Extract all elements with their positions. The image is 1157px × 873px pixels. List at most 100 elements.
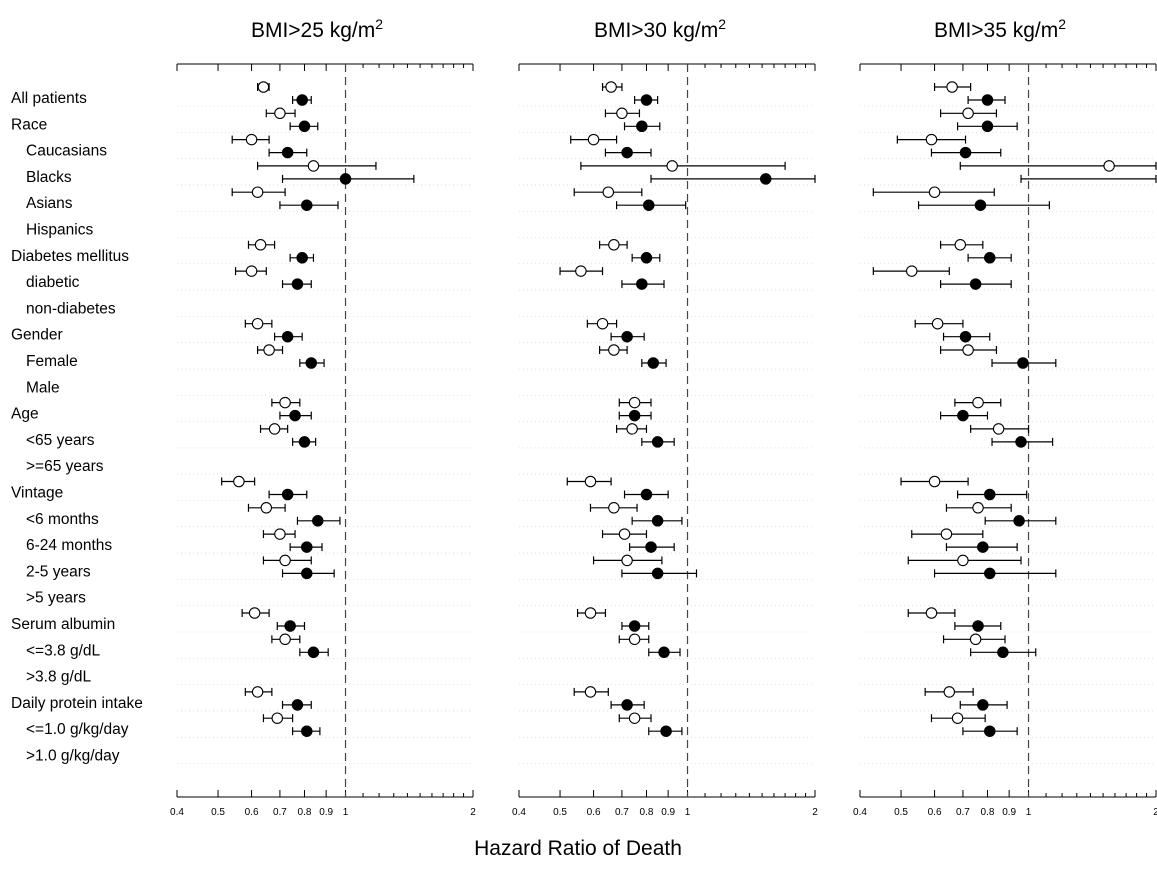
filled-estimate-point	[640, 252, 653, 264]
filled-estimate-point	[1017, 357, 1029, 369]
row-label-6-months: <6 months	[26, 511, 99, 528]
row-label-hispanics: Hispanics	[26, 222, 93, 239]
filled-estimate-point	[977, 699, 989, 711]
open-estimate-point	[951, 712, 964, 724]
open-estimate-point	[233, 475, 245, 488]
row-label-caucasians: Caucasians	[26, 143, 107, 160]
open-estimate-point	[962, 344, 974, 356]
open-estimate-point	[268, 423, 281, 435]
tick-label-1: 1	[343, 807, 349, 818]
tick-label-0-5: 0.5	[553, 807, 567, 818]
open-estimate-point	[954, 239, 967, 251]
open-estimate-point	[608, 344, 620, 356]
panel-title: BMI>30 kg/m2	[594, 16, 726, 42]
tick-label-0-4: 0.4	[853, 807, 867, 818]
panel-title-main: BMI>35 kg/m	[934, 19, 1058, 42]
tick-label-0-8: 0.8	[298, 807, 312, 818]
open-estimate-point	[245, 265, 258, 277]
filled-estimate-point	[312, 515, 324, 527]
panel-title: BMI>25 kg/m2	[251, 16, 383, 42]
filled-estimate-point	[647, 357, 660, 369]
panel-1: BMI>25 kg/m20.4 0.5 0.6 0.7 0.8 0.9 1 2	[170, 16, 476, 818]
row-label-serum-albumin: Serum albumin	[11, 616, 115, 633]
tick-label-0-6: 0.6	[928, 807, 942, 818]
panel-title-superscript: 2	[1058, 16, 1066, 32]
open-estimate-point	[925, 607, 938, 619]
filled-estimate-point	[974, 199, 987, 211]
filled-estimate-point	[301, 199, 313, 211]
row-label-gender: Gender	[11, 327, 63, 344]
open-estimate-point	[962, 107, 974, 120]
row-label-daily-protein-intake: Daily protein intake	[11, 695, 143, 712]
row-label-asians: Asians	[26, 195, 73, 212]
filled-estimate-point	[959, 146, 972, 159]
panel-title-main: BMI>30 kg/m	[594, 19, 718, 42]
filled-estimate-point	[628, 620, 641, 632]
filled-estimate-point	[284, 620, 296, 632]
tick-label-1: 1	[685, 807, 691, 818]
open-estimate-point	[274, 528, 286, 540]
open-estimate-point	[279, 396, 291, 409]
open-estimate-point	[925, 133, 938, 146]
open-estimate-point	[257, 81, 270, 93]
open-estimate-point	[279, 633, 291, 646]
filled-estimate-point	[628, 409, 641, 422]
filled-estimate-point	[959, 330, 972, 343]
panel-title-superscript: 2	[375, 16, 383, 32]
row-label-age: Age	[11, 406, 39, 423]
tick-label-0-4: 0.4	[512, 807, 526, 818]
filled-estimate-point	[981, 120, 994, 133]
filled-estimate-point	[972, 620, 984, 632]
filled-estimate-point	[291, 278, 304, 290]
filled-estimate-point	[296, 94, 308, 106]
open-estimate-point	[596, 317, 609, 330]
open-estimate-point	[940, 528, 953, 540]
tick-label-1: 1	[1026, 807, 1032, 818]
tick-label-2: 2	[470, 807, 476, 818]
filled-estimate-point	[281, 488, 294, 501]
panel-title-main: BMI>25 kg/m	[251, 19, 375, 42]
open-estimate-point	[628, 712, 641, 724]
filled-estimate-point	[977, 541, 989, 553]
filled-estimate-point	[984, 567, 996, 580]
row-label-65-years: >=65 years	[26, 458, 104, 475]
row-label-65-years: <65 years	[26, 432, 95, 449]
tick-label-0-7: 0.7	[273, 807, 287, 818]
open-estimate-point	[928, 186, 941, 198]
filled-estimate-point	[997, 646, 1009, 659]
filled-estimate-point	[621, 146, 633, 159]
row-label-race: Race	[11, 116, 47, 133]
open-estimate-point	[602, 186, 615, 198]
open-estimate-point	[972, 396, 984, 409]
filled-estimate-point	[289, 409, 301, 422]
row-label-5-years: >5 years	[26, 590, 86, 607]
open-estimate-point	[307, 160, 320, 172]
row-label-blacks: Blacks	[26, 169, 72, 186]
row-label-vintage: Vintage	[11, 485, 63, 502]
open-estimate-point	[626, 423, 638, 435]
filled-estimate-point	[636, 120, 648, 133]
filled-estimate-point	[636, 278, 648, 290]
open-estimate-point	[245, 133, 258, 146]
filled-estimate-point	[281, 146, 294, 159]
row-label-3-8-g-dl: <=3.8 g/dL	[26, 642, 101, 659]
filled-estimate-point	[984, 252, 996, 264]
row-label-diabetes-mellitus: Diabetes mellitus	[11, 248, 129, 265]
tick-label-0-7: 0.7	[615, 807, 629, 818]
open-estimate-point	[628, 633, 641, 646]
open-estimate-point	[618, 528, 631, 540]
tick-label-2: 2	[812, 807, 818, 818]
filled-estimate-point	[759, 173, 772, 185]
filled-estimate-point	[651, 567, 664, 580]
open-estimate-point	[248, 607, 261, 619]
open-estimate-point	[251, 686, 264, 698]
filled-estimate-point	[301, 567, 313, 580]
tick-label-0-7: 0.7	[956, 807, 970, 818]
row-label-1-0-g-kg-day: >1.0 g/kg/day	[26, 748, 120, 765]
tick-label-2: 2	[1153, 807, 1157, 818]
open-estimate-point	[251, 186, 264, 198]
filled-estimate-point	[298, 436, 311, 448]
open-estimate-point	[575, 265, 587, 277]
filled-estimate-point	[281, 330, 294, 343]
